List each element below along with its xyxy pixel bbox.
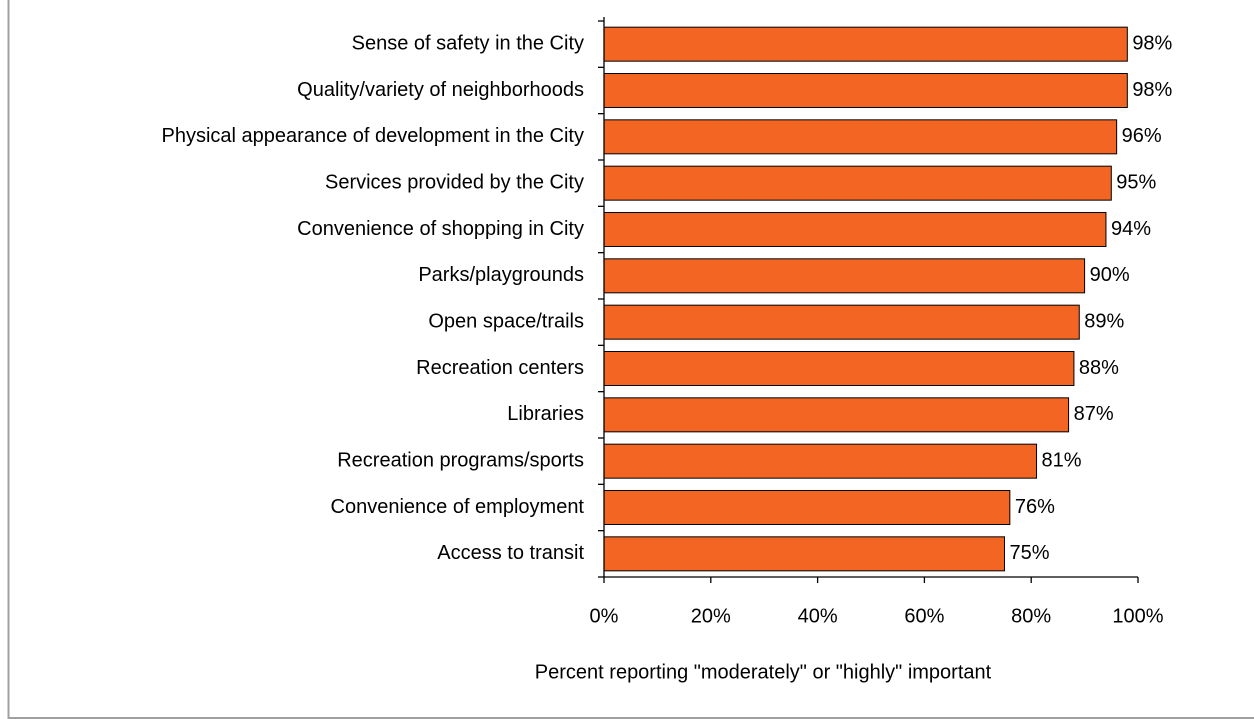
x-tick-label: 20% [691, 605, 731, 627]
bar [603, 73, 1128, 108]
y-tick-label: Sense of safety in the City [352, 32, 584, 54]
y-tick-label: Recreation programs/sports [337, 449, 584, 471]
bar [603, 397, 1070, 433]
y-tick-label: Open space/trails [428, 310, 584, 332]
value-label: 81% [1042, 449, 1082, 471]
x-axis-label: Percent reporting "moderately" or "highl… [535, 661, 992, 683]
value-label: 95% [1116, 171, 1156, 193]
bar [603, 165, 1112, 201]
value-label: 89% [1084, 310, 1124, 332]
y-tick-label: Libraries [507, 403, 584, 425]
value-label: 87% [1074, 403, 1114, 425]
bar [603, 351, 1075, 386]
y-tick-label: Physical appearance of development in th… [162, 125, 584, 147]
y-tick-label: Parks/playgrounds [418, 264, 584, 286]
x-tick-label: 0% [590, 605, 619, 627]
y-tick-label: Services provided by the City [325, 171, 584, 193]
y-tick-label: Convenience of shopping in City [297, 218, 584, 240]
value-label: 98% [1132, 79, 1172, 101]
value-label: 96% [1122, 125, 1162, 147]
x-tick-label: 40% [798, 605, 838, 627]
value-label: 88% [1079, 357, 1119, 379]
chart-frame [7, 0, 1254, 719]
x-tick-label: 100% [1112, 605, 1163, 627]
value-label: 94% [1111, 218, 1151, 240]
bar [603, 490, 1011, 525]
bar [603, 536, 1005, 572]
y-tick-label: Recreation centers [416, 357, 584, 379]
value-label: 76% [1015, 496, 1055, 518]
y-tick-label: Quality/variety of neighborhoods [297, 79, 584, 101]
x-tick-label: 80% [1011, 605, 1051, 627]
y-tick-label: Convenience of employment [331, 496, 585, 518]
x-tick-label: 60% [904, 605, 944, 627]
bar [603, 443, 1038, 479]
bar [603, 212, 1107, 247]
y-tick-label: Access to transit [437, 542, 584, 564]
bar [603, 304, 1080, 340]
bar [603, 26, 1128, 62]
value-label: 75% [1010, 542, 1050, 564]
value-label: 90% [1090, 264, 1130, 286]
bar [603, 119, 1118, 155]
bar [603, 258, 1086, 294]
value-label: 98% [1132, 32, 1172, 54]
